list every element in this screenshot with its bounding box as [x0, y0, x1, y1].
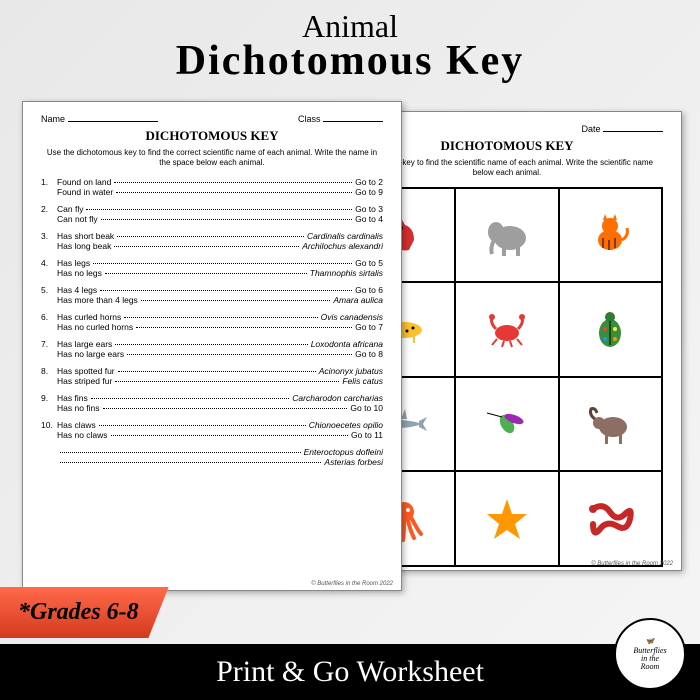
- key-item: 1.Found on landGo to 2Found in waterGo t…: [41, 177, 383, 197]
- name-field[interactable]: [68, 121, 158, 122]
- key-item: Enteroctopus dofleiniAsterias forbesi: [41, 447, 383, 467]
- copyright: © Butterflies in the Room 2022: [311, 581, 393, 587]
- key-item: 10.Has clawsChionoecetes opilioHas no cl…: [41, 420, 383, 440]
- date-field[interactable]: [603, 131, 663, 132]
- logo-line3: Room: [641, 663, 660, 671]
- sheet-instructions: Use the dichotomous key to find the corr…: [41, 148, 383, 169]
- animal-cell-hummingbird: [455, 377, 558, 472]
- key-item: 7.Has large earsLoxodonta africanaHas no…: [41, 339, 383, 359]
- key-item: 3.Has short beakCardinalis cardinalisHas…: [41, 231, 383, 251]
- sheet-header: Name Class: [41, 114, 383, 124]
- key-item: 2.Can flyGo to 3Can not flyGo to 4: [41, 204, 383, 224]
- animal-cell-starfish: [455, 471, 558, 566]
- grade-banner: *Grades 6-8: [0, 587, 169, 638]
- grade-text: *Grades 6-8: [18, 599, 139, 625]
- title-area: Animal Dichotomous Key: [0, 0, 700, 89]
- footer: Print & Go Worksheet: [0, 644, 700, 700]
- animal-cell-snake: [559, 471, 662, 566]
- worksheets-container: Date DICHOTOMOUS KEY chotomous key to fi…: [0, 93, 700, 613]
- logo-badge: 🦋 Butterflies in the Room: [614, 618, 686, 690]
- animal-cell-cat: [559, 188, 662, 283]
- animal-cell-crab: [455, 282, 558, 377]
- animal-cell-beetle: [559, 282, 662, 377]
- key-item: 5.Has 4 legsGo to 6Has more than 4 legsA…: [41, 285, 383, 305]
- name-label: Name: [41, 114, 65, 124]
- title-main: Dichotomous Key: [0, 37, 700, 85]
- date-label: Date: [581, 124, 600, 134]
- footer-text: Print & Go Worksheet: [216, 655, 484, 689]
- animal-cell-elephant: [455, 188, 558, 283]
- animal-cell-ram: [559, 377, 662, 472]
- key-item: 6.Has curled hornsOvis canadensisHas no …: [41, 312, 383, 332]
- sheet-title: DICHOTOMOUS KEY: [41, 128, 383, 144]
- key-list: 1.Found on landGo to 2Found in waterGo t…: [41, 177, 383, 467]
- copyright: © Butterflies in the Room 2022: [591, 561, 673, 567]
- key-item: 4.Has legsGo to 5Has no legsThamnophis s…: [41, 258, 383, 278]
- key-item: 8.Has spotted furAcinonyx jubatusHas str…: [41, 366, 383, 386]
- class-label: Class: [298, 114, 321, 124]
- class-field[interactable]: [323, 121, 383, 122]
- worksheet-key: Name Class DICHOTOMOUS KEY Use the dicho…: [22, 101, 402, 591]
- key-item: 9.Has finsCarcharodon carchariasHas no f…: [41, 393, 383, 413]
